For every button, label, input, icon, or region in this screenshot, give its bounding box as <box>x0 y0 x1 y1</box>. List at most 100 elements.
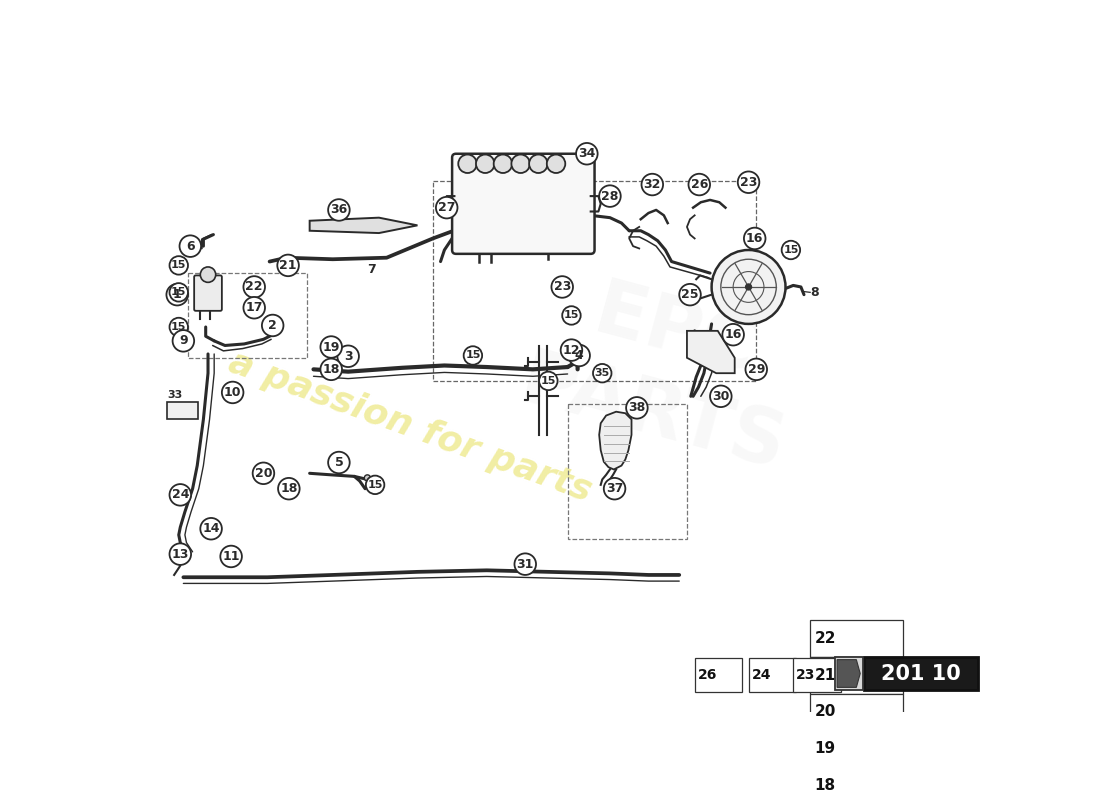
Circle shape <box>593 364 612 382</box>
Circle shape <box>338 346 359 367</box>
Circle shape <box>604 478 625 499</box>
Text: 2: 2 <box>268 319 277 332</box>
Circle shape <box>222 382 243 403</box>
Text: 31: 31 <box>517 558 534 570</box>
Text: 1: 1 <box>173 288 182 301</box>
Circle shape <box>169 283 188 302</box>
Bar <box>810 657 902 694</box>
Circle shape <box>547 154 565 173</box>
Bar <box>568 404 686 538</box>
Text: 4: 4 <box>575 349 583 362</box>
Polygon shape <box>600 412 631 470</box>
Text: 20: 20 <box>255 467 272 480</box>
Text: 14: 14 <box>202 522 220 535</box>
Circle shape <box>200 267 216 282</box>
Circle shape <box>539 372 558 390</box>
Circle shape <box>459 154 476 173</box>
Text: 24: 24 <box>751 668 771 682</box>
Text: 15: 15 <box>172 261 186 270</box>
Text: 15: 15 <box>541 376 556 386</box>
Circle shape <box>328 199 350 221</box>
Circle shape <box>173 330 195 352</box>
Text: 19: 19 <box>322 341 340 354</box>
Circle shape <box>220 546 242 567</box>
FancyBboxPatch shape <box>452 154 594 254</box>
Polygon shape <box>686 331 735 373</box>
Text: 15: 15 <box>172 322 186 332</box>
Text: 19: 19 <box>815 742 836 757</box>
Text: 21: 21 <box>279 259 297 272</box>
Circle shape <box>746 284 751 290</box>
Circle shape <box>711 386 732 407</box>
Text: 20: 20 <box>815 705 836 719</box>
Text: a passion for parts: a passion for parts <box>223 346 596 509</box>
Circle shape <box>320 358 342 380</box>
Bar <box>749 658 796 692</box>
Bar <box>695 658 743 692</box>
Circle shape <box>476 154 495 173</box>
Circle shape <box>278 478 299 499</box>
Circle shape <box>243 276 265 298</box>
Text: 30: 30 <box>712 390 729 403</box>
Text: 13: 13 <box>172 548 189 561</box>
Bar <box>810 730 902 767</box>
Circle shape <box>562 306 581 325</box>
Circle shape <box>494 154 513 173</box>
Circle shape <box>551 276 573 298</box>
Circle shape <box>746 358 767 380</box>
Circle shape <box>364 475 371 481</box>
Bar <box>188 273 307 358</box>
Circle shape <box>680 284 701 306</box>
Circle shape <box>366 476 384 494</box>
Text: 26: 26 <box>697 668 717 682</box>
Circle shape <box>169 318 188 336</box>
Text: 11: 11 <box>222 550 240 563</box>
Circle shape <box>320 336 342 358</box>
Text: 26: 26 <box>691 178 708 191</box>
Text: 7: 7 <box>367 262 375 276</box>
Circle shape <box>723 324 744 346</box>
Text: 23: 23 <box>553 281 571 294</box>
Text: 8: 8 <box>810 286 818 299</box>
Bar <box>167 402 198 419</box>
Text: 22: 22 <box>245 281 263 294</box>
Circle shape <box>243 297 265 318</box>
Circle shape <box>626 397 648 418</box>
Text: 15: 15 <box>367 480 383 490</box>
Circle shape <box>512 154 530 173</box>
Text: 25: 25 <box>681 288 698 301</box>
Text: 16: 16 <box>725 328 741 341</box>
Circle shape <box>515 554 536 575</box>
Circle shape <box>689 174 711 195</box>
Circle shape <box>179 235 201 257</box>
Bar <box>835 657 862 690</box>
Text: 28: 28 <box>602 190 618 202</box>
Text: 34: 34 <box>579 147 595 160</box>
Circle shape <box>166 284 188 306</box>
Text: 29: 29 <box>748 363 764 376</box>
Text: 21: 21 <box>815 667 836 682</box>
Text: 38: 38 <box>628 402 646 414</box>
Text: 33: 33 <box>167 390 183 400</box>
Text: 17: 17 <box>245 302 263 314</box>
Text: 201 10: 201 10 <box>881 663 961 683</box>
Text: 15: 15 <box>783 245 799 255</box>
Text: 15: 15 <box>172 287 186 298</box>
Circle shape <box>576 143 597 165</box>
Text: 35: 35 <box>595 368 609 378</box>
Polygon shape <box>310 218 418 233</box>
Circle shape <box>744 228 766 250</box>
Circle shape <box>169 256 188 274</box>
Bar <box>810 619 902 657</box>
Bar <box>433 181 757 381</box>
Text: 9: 9 <box>179 334 188 347</box>
FancyBboxPatch shape <box>195 275 222 311</box>
Circle shape <box>262 314 284 336</box>
Bar <box>793 658 842 692</box>
Circle shape <box>200 518 222 539</box>
Text: 27: 27 <box>438 201 455 214</box>
Text: 5: 5 <box>334 456 343 469</box>
Circle shape <box>436 197 458 218</box>
Text: 10: 10 <box>224 386 241 399</box>
Circle shape <box>328 452 350 474</box>
